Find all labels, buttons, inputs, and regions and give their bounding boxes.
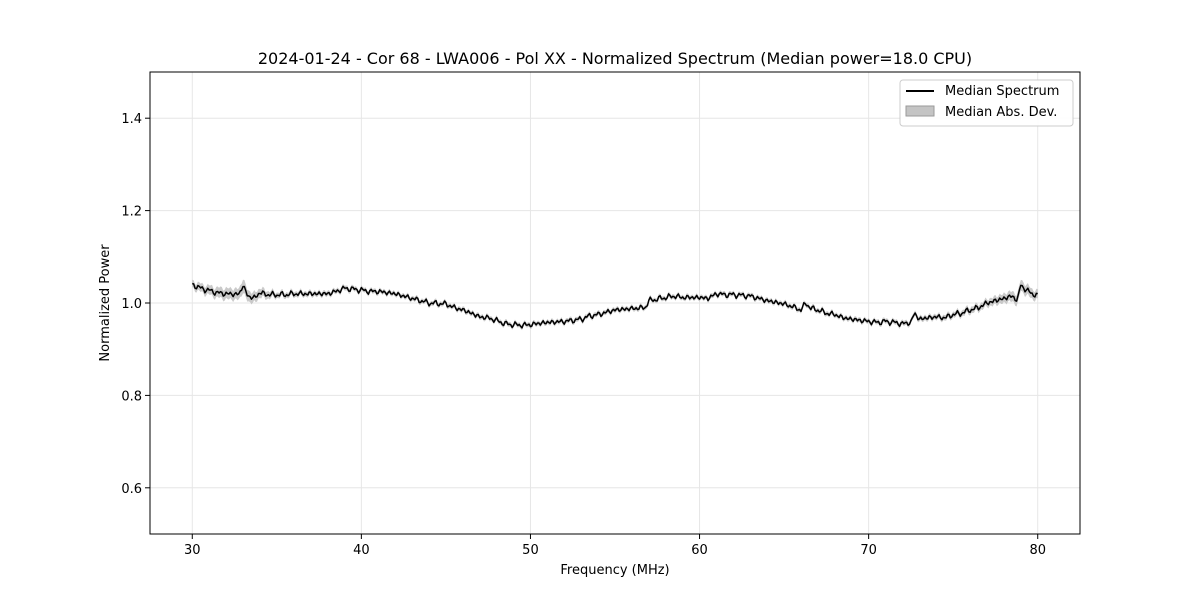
y-axis-label: Normalized Power <box>98 244 113 362</box>
x-tick-label: 60 <box>691 543 708 558</box>
y-tick-label: 1.4 <box>121 112 142 127</box>
spectrum-line-layer <box>192 282 1038 329</box>
y-tick-label: 1.2 <box>121 205 142 220</box>
x-tick-label: 30 <box>184 543 201 558</box>
grid <box>150 72 1080 534</box>
x-tick-label: 70 <box>860 543 877 558</box>
x-tick-label: 80 <box>1029 543 1046 558</box>
x-axis-ticks: 30 40 50 60 70 80 <box>184 534 1046 558</box>
y-tick-label: 0.6 <box>121 482 142 497</box>
x-tick-label: 50 <box>522 543 539 558</box>
legend: Median Spectrum Median Abs. Dev. <box>899 79 1074 127</box>
y-tick-label: 1.0 <box>121 297 142 312</box>
x-axis-label: Frequency (MHz) <box>560 563 669 578</box>
y-axis-ticks: 0.6 0.8 1.0 1.2 1.4 <box>121 112 150 497</box>
legend-frame <box>899 79 1074 127</box>
y-tick-label: 0.8 <box>121 389 142 404</box>
legend-label-median-spectrum: Median Spectrum <box>945 84 1059 99</box>
x-tick-label: 40 <box>353 543 370 558</box>
median-spectrum-line <box>192 282 1038 329</box>
legend-label-median-abs-dev: Median Abs. Dev. <box>945 105 1057 120</box>
chart-title: 2024-01-24 - Cor 68 - LWA006 - Pol XX - … <box>258 49 972 68</box>
legend-band-swatch <box>905 105 935 117</box>
